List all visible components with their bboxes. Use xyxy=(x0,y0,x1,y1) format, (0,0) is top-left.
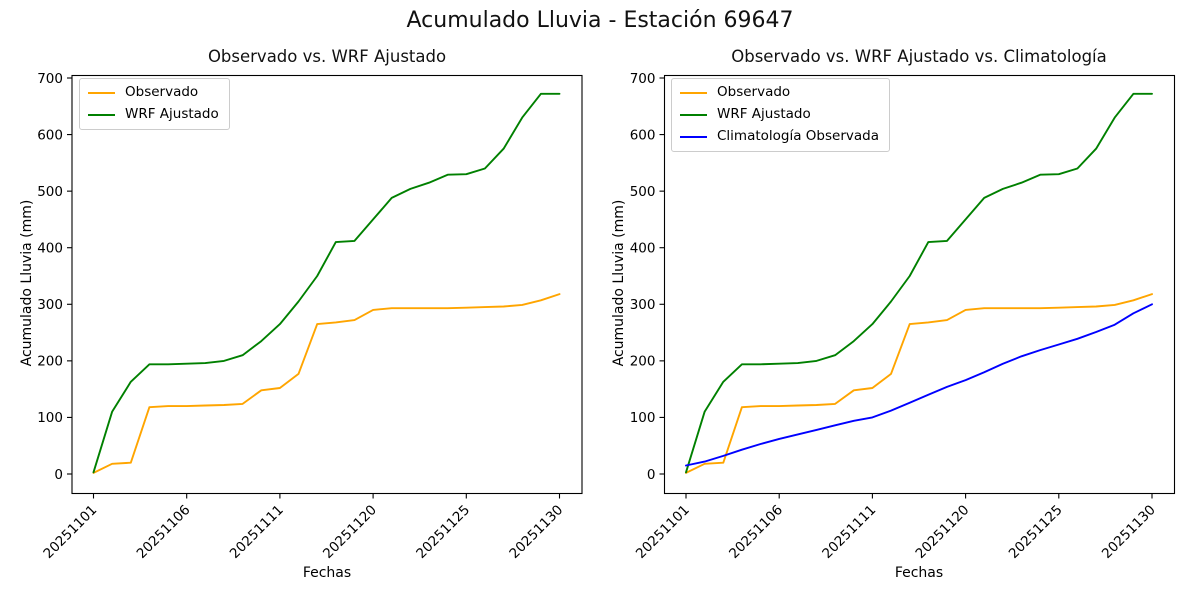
svg-text:400: 400 xyxy=(37,241,63,257)
svg-text:100: 100 xyxy=(37,410,63,426)
wrf-ajustado-line-swatch xyxy=(680,113,707,116)
wrf-ajustado-line-swatch xyxy=(88,113,115,116)
legend-label-wrf-ajustado: WRF Ajustado xyxy=(717,106,811,122)
left-legend: Observado WRF Ajustado xyxy=(79,78,230,130)
svg-text:300: 300 xyxy=(630,297,656,313)
left-y-axis-label: Acumulado Lluvia (mm) xyxy=(19,199,35,367)
svg-text:400: 400 xyxy=(630,241,656,257)
svg-text:20251101: 20251101 xyxy=(633,502,693,562)
svg-text:100: 100 xyxy=(630,410,656,426)
legend-label-wrf-ajustado: WRF Ajustado xyxy=(125,106,219,122)
figure-title: Acumulado Lluvia - Estación 69647 xyxy=(406,8,794,33)
legend-entry-wrf-ajustado: WRF Ajustado xyxy=(88,106,219,123)
svg-text:20251120: 20251120 xyxy=(913,502,973,562)
svg-text:700: 700 xyxy=(37,71,63,87)
legend-label-observado: Observado xyxy=(125,84,199,100)
svg-text:600: 600 xyxy=(37,127,63,143)
svg-text:20251111: 20251111 xyxy=(819,502,879,562)
legend-entry-wrf-ajustado: WRF Ajustado xyxy=(680,106,879,123)
svg-text:20251120: 20251120 xyxy=(320,502,380,562)
right-x-axis-label: Fechas xyxy=(894,565,944,581)
climatologia-line-swatch xyxy=(680,135,707,138)
svg-text:20251106: 20251106 xyxy=(134,502,194,562)
svg-text:20251125: 20251125 xyxy=(1006,502,1066,562)
observado-line-swatch xyxy=(88,91,115,94)
left-plot-area: 0 100 200 300 400 500 600 700 20251101 20251106 20… xyxy=(37,71,583,562)
svg-text:20251111: 20251111 xyxy=(227,502,287,562)
right-y-axis-label: Acumulado Lluvia (mm) xyxy=(611,199,627,367)
svg-text:20251125: 20251125 xyxy=(413,502,473,562)
svg-text:20251106: 20251106 xyxy=(726,502,786,562)
svg-text:20251101: 20251101 xyxy=(40,502,100,562)
svg-text:200: 200 xyxy=(37,354,63,370)
observado-line-swatch xyxy=(680,91,707,94)
svg-text:300: 300 xyxy=(37,297,63,313)
svg-text:0: 0 xyxy=(54,467,63,483)
svg-text:700: 700 xyxy=(630,71,656,87)
svg-text:600: 600 xyxy=(630,127,656,143)
svg-text:0: 0 xyxy=(647,467,656,483)
right-legend: Observado WRF Ajustado Climatología Obse… xyxy=(671,78,890,152)
right-plot-title: Observado vs. WRF Ajustado vs. Climatolo… xyxy=(731,47,1107,66)
legend-label-observado: Observado xyxy=(717,84,791,100)
left-plot-title: Observado vs. WRF Ajustado xyxy=(207,47,447,66)
svg-text:20251130: 20251130 xyxy=(506,502,566,562)
legend-label-climatologia-observada: Climatología Observada xyxy=(717,128,879,144)
svg-text:200: 200 xyxy=(630,354,656,370)
legend-entry-observado: Observado xyxy=(680,84,879,101)
svg-text:500: 500 xyxy=(630,184,656,200)
left-x-axis-label: Fechas xyxy=(302,565,352,581)
svg-text:500: 500 xyxy=(37,184,63,200)
right-plot-area: 0 100 200 300 400 500 600 700 20251101 20251106 20… xyxy=(630,71,1176,562)
legend-entry-observado: Observado xyxy=(88,84,219,101)
svg-text:20251130: 20251130 xyxy=(1099,502,1159,562)
legend-entry-climatologia-observada: Climatología Observada xyxy=(680,128,879,145)
